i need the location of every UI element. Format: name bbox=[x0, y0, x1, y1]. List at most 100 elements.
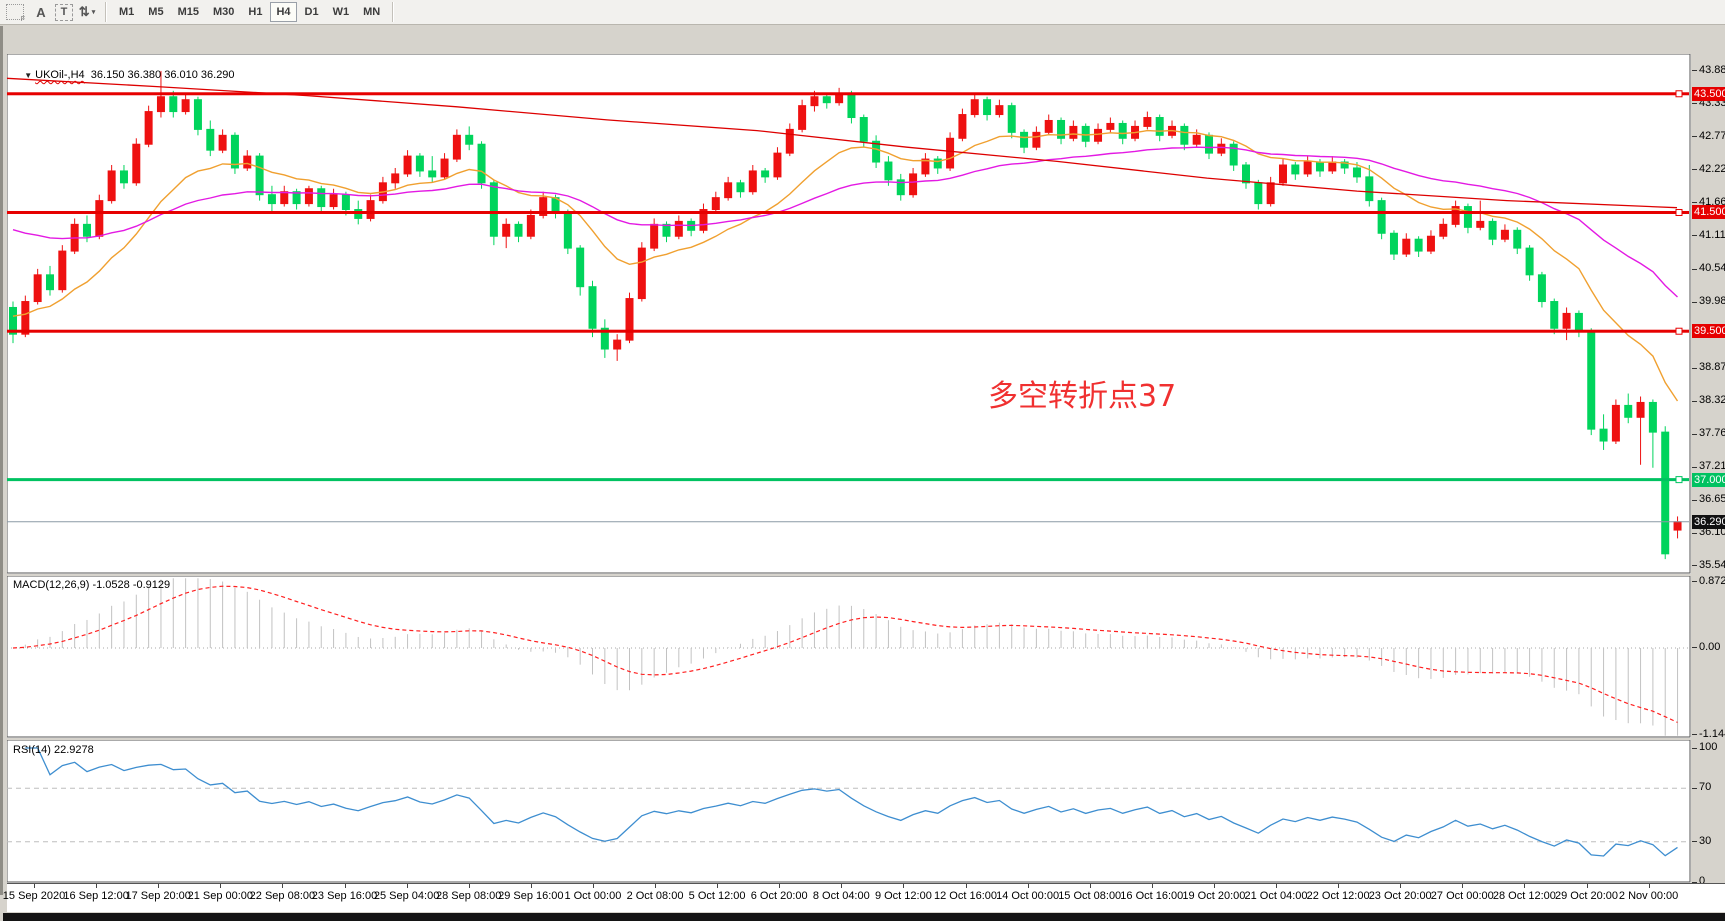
time-axis-label: 21 Oct 04:00 bbox=[1244, 890, 1308, 902]
axis-tick bbox=[1692, 647, 1697, 649]
rsi-line bbox=[25, 747, 1678, 857]
time-axis-label: 28 Oct 12:00 bbox=[1492, 890, 1556, 902]
time-axis-tick bbox=[1338, 884, 1340, 888]
text-label-icon[interactable]: T bbox=[55, 3, 73, 21]
axis-tick bbox=[1692, 881, 1697, 883]
time-axis-label: 2 Nov 00:00 bbox=[1618, 890, 1679, 902]
axis-tick bbox=[1692, 301, 1697, 303]
time-axis-label: 21 Sep 00:00 bbox=[187, 890, 254, 902]
chart-title: ▼ UKOil-,H4 36.150 36.380 36.010 36.290 bbox=[12, 57, 234, 93]
timeframe-button-M5[interactable]: M5 bbox=[142, 2, 169, 22]
axis-tick bbox=[1692, 747, 1697, 749]
font-a-icon[interactable]: A bbox=[36, 4, 46, 20]
macd-axis: 0.872 0.00 -1.1444 bbox=[1692, 575, 1725, 740]
axis-tick bbox=[1692, 136, 1697, 138]
hline-43.500[interactable] bbox=[7, 92, 1689, 96]
price-badge-41.500: 41.500 bbox=[1692, 205, 1725, 220]
timeframe-button-M30[interactable]: M30 bbox=[207, 2, 240, 22]
time-axis-label: 9 Oct 12:00 bbox=[874, 890, 932, 902]
candles bbox=[9, 70, 1682, 560]
hline-39.500[interactable] bbox=[7, 329, 1689, 333]
time-axis-tick bbox=[344, 884, 346, 888]
time-axis-label: 15 Oct 08:00 bbox=[1058, 890, 1122, 902]
time-axis-label: 2 Oct 08:00 bbox=[626, 890, 684, 902]
cycle-arrows-icon[interactable]: ⇅ ▾ bbox=[78, 4, 96, 19]
macd-label: MACD(12,26,9) -1.0528 -0.9129 bbox=[13, 579, 171, 591]
axis-tick-label: 35.545 bbox=[1699, 558, 1725, 571]
macd-histogram bbox=[24, 578, 1679, 736]
time-axis-tick bbox=[1648, 884, 1650, 888]
timeframe-button-W1[interactable]: W1 bbox=[327, 2, 356, 22]
time-axis-tick bbox=[1524, 884, 1526, 888]
timeframe-button-M15[interactable]: M15 bbox=[172, 2, 205, 22]
axis-tick bbox=[1692, 565, 1697, 567]
chevron-down-icon[interactable]: ▾ bbox=[91, 9, 96, 16]
axis-tick bbox=[1692, 433, 1697, 435]
axis-tick-label: 39.985 bbox=[1699, 295, 1725, 308]
time-axis-tick bbox=[841, 884, 843, 888]
time-axis-tick bbox=[1151, 884, 1153, 888]
time-axis-label: 23 Sep 16:00 bbox=[311, 890, 378, 902]
time-axis-tick bbox=[468, 884, 470, 888]
time-axis-label: 23 Oct 20:00 bbox=[1368, 890, 1432, 902]
time-axis-label: 6 Oct 20:00 bbox=[750, 890, 808, 902]
axis-tick bbox=[1692, 169, 1697, 171]
time-axis-tick bbox=[903, 884, 905, 888]
time-axis-label: 8 Oct 04:00 bbox=[812, 890, 870, 902]
rsi-axis: 100 70 30 0 bbox=[1692, 740, 1725, 887]
time-axis-tick bbox=[34, 884, 35, 888]
price-badge-43.500: 43.500 bbox=[1692, 86, 1725, 101]
indicator-window-icon[interactable] bbox=[6, 4, 25, 23]
time-axis-label: 28 Sep 08:00 bbox=[435, 890, 502, 902]
time-axis-tick bbox=[220, 884, 222, 888]
time-axis-label: 12 Oct 16:00 bbox=[934, 890, 997, 902]
time-axis-tick bbox=[1276, 884, 1277, 888]
rsi-pane[interactable] bbox=[7, 740, 1691, 883]
axis-tick-label: -1.1444 bbox=[1699, 727, 1725, 740]
time-axis-label: 14 Oct 00:00 bbox=[996, 890, 1060, 902]
axis-tick-label: 43.885 bbox=[1699, 63, 1725, 76]
time-axis-label: 1 Oct 00:00 bbox=[564, 890, 622, 902]
main-chart-pane[interactable] bbox=[7, 54, 1691, 574]
price-badge-36.290: 36.290 bbox=[1692, 514, 1725, 529]
axis-tick-label: 40.540 bbox=[1699, 262, 1725, 275]
axis-tick-label: 30 bbox=[1699, 834, 1712, 847]
hline-41.500[interactable] bbox=[7, 210, 1689, 214]
axis-tick bbox=[1692, 70, 1697, 72]
axis-tick bbox=[1692, 400, 1697, 402]
toolbar-separator bbox=[392, 2, 395, 22]
hline-handle[interactable] bbox=[1675, 90, 1683, 98]
macd-svg bbox=[7, 576, 1691, 738]
time-axis-label: 17 Sep 20:00 bbox=[125, 890, 191, 902]
time-axis-tick bbox=[1462, 884, 1464, 888]
time-axis-label: 19 Oct 20:00 bbox=[1182, 890, 1246, 902]
timeframe-button-H1[interactable]: H1 bbox=[242, 2, 268, 22]
hline-37.000[interactable] bbox=[7, 478, 1689, 482]
hline-handle[interactable] bbox=[1675, 327, 1683, 335]
timeframe-button-D1[interactable]: D1 bbox=[299, 2, 325, 22]
window-bottom-edge bbox=[3, 913, 1725, 921]
axis-tick bbox=[1692, 235, 1697, 237]
axis-tick-label: 41.665 bbox=[1699, 195, 1725, 208]
axis-tick-label: 38.320 bbox=[1699, 394, 1725, 407]
chart-annotation-text: 多空转折点37 bbox=[988, 379, 1177, 414]
axis-tick bbox=[1692, 103, 1697, 105]
time-axis-label: 29 Sep 16:00 bbox=[498, 890, 564, 902]
time-axis-label: 16 Sep 12:00 bbox=[63, 890, 129, 902]
timeframe-button-MN[interactable]: MN bbox=[357, 2, 386, 22]
time-axis-tick bbox=[530, 884, 532, 888]
time-axis-tick bbox=[655, 884, 656, 888]
magenta-ma bbox=[12, 146, 1678, 298]
toolbar-separator bbox=[105, 2, 107, 22]
hline-handle[interactable] bbox=[1675, 476, 1683, 484]
macd-pane[interactable] bbox=[7, 576, 1691, 738]
axis-tick bbox=[1692, 202, 1697, 204]
axis-tick-label: 37.210 bbox=[1699, 460, 1725, 473]
hline-handle[interactable] bbox=[1675, 208, 1683, 216]
axis-tick bbox=[1692, 787, 1697, 789]
timeframe-button-M1[interactable]: M1 bbox=[113, 2, 140, 22]
symbol-dropdown-icon[interactable]: ▼ bbox=[24, 71, 33, 80]
timeframe-button-H4[interactable]: H4 bbox=[270, 2, 297, 22]
time-axis: 15 Sep 2020 16 Sep 12:00 17 Sep 20:00 21 Se… bbox=[3, 883, 1725, 912]
time-axis-tick bbox=[1400, 884, 1402, 888]
